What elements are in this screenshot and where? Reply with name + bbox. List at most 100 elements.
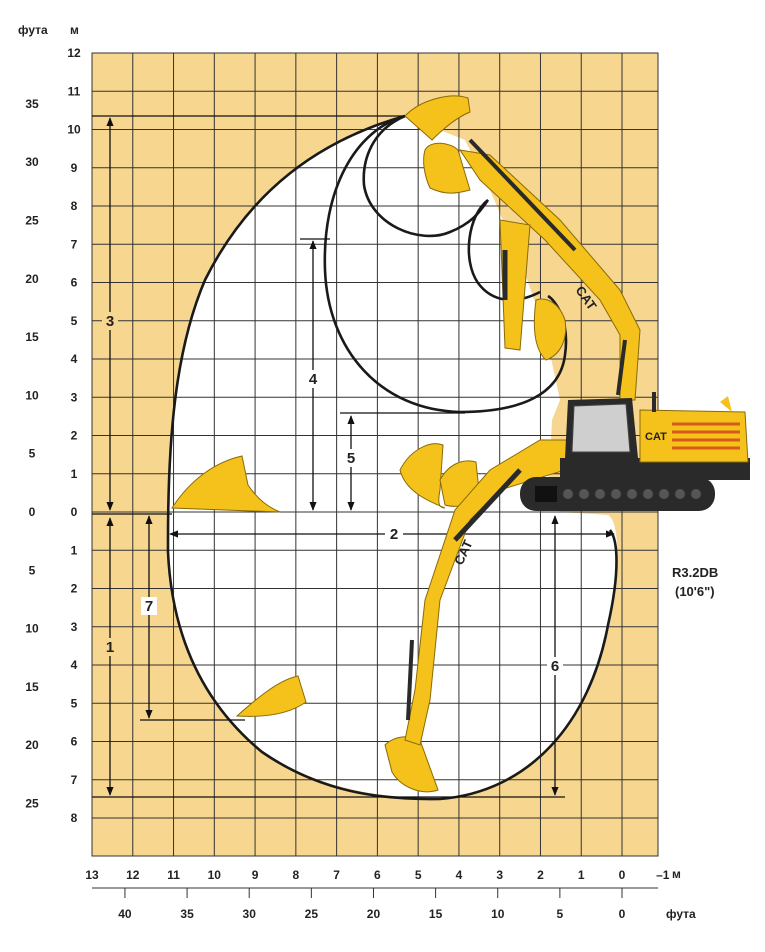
brand-logo-body: CAT — [645, 431, 667, 443]
dim-label-2: 2 — [390, 526, 398, 543]
left-meter-tick-label: 6 — [71, 276, 78, 290]
bottom-feet-tick-label: 0 — [619, 907, 626, 921]
track-roller — [643, 489, 653, 499]
left-feet-tick-label: 15 — [25, 680, 39, 694]
bucket-left-icon — [171, 455, 281, 513]
bottom-feet-unit: фута — [666, 907, 696, 921]
dim-label-7: 7 — [145, 598, 153, 615]
left-feet-tick-label: 15 — [25, 330, 39, 344]
left-feet-tick-label: 35 — [25, 97, 39, 111]
bucket-center-icon — [399, 443, 446, 509]
dim-label-4: 4 — [309, 371, 318, 388]
stick-label-line1: R3.2DB — [672, 565, 718, 580]
left-feet-tick-label: 5 — [29, 563, 36, 577]
bottom-feet-tick-label: 15 — [429, 907, 443, 921]
bottom-meter-tick-label: 11 — [167, 868, 180, 882]
bucket-upper-icon — [423, 142, 471, 194]
left-meter-tick-label: 8 — [71, 811, 78, 825]
left-feet-tick-label: 10 — [25, 388, 39, 402]
left-meter-tick-label: 4 — [71, 352, 78, 366]
left-meters-unit: м — [70, 23, 79, 37]
left-meter-tick-label: 0 — [71, 505, 78, 519]
bottom-meter-tick-label: 3 — [496, 868, 503, 882]
left-feet-unit: фута — [18, 23, 48, 37]
left-meter-tick-label: 7 — [71, 237, 78, 251]
bucket-low-icon — [235, 675, 307, 717]
track-roller — [595, 489, 605, 499]
bottom-feet-tick-label: 20 — [367, 907, 381, 921]
left-feet-tick-label: 20 — [25, 272, 39, 286]
left-meter-tick-label: 1 — [71, 543, 78, 557]
bucket-top-icon — [404, 95, 471, 141]
left-meter-tick-label: 7 — [71, 773, 78, 787]
bottom-meter-tick-label: 12 — [126, 868, 140, 882]
left-meter-tick-label: 12 — [67, 46, 81, 60]
left-meter-tick-label: 9 — [71, 161, 78, 175]
dim-label-1: 1 — [106, 639, 114, 656]
left-feet-tick-label: 0 — [29, 505, 36, 519]
track-roller — [579, 489, 589, 499]
bottom-meter-tick-label: 13 — [85, 868, 99, 882]
track-roller — [675, 489, 685, 499]
left-feet-tick-label: 25 — [25, 796, 39, 810]
bottom-feet-tick-label: 40 — [118, 907, 132, 921]
left-meter-tick-label: 8 — [71, 199, 78, 213]
left-feet-tick-label: 10 — [25, 622, 39, 636]
bottom-meter-tick-label: 6 — [374, 868, 381, 882]
loop-curve-b — [362, 114, 490, 238]
bottom-meter-tick-label: 2 — [537, 868, 544, 882]
left-meter-tick-label: 1 — [71, 467, 78, 481]
dim-label-5: 5 — [347, 450, 355, 467]
bottom-meter-tick-label: –1 — [656, 868, 670, 882]
bottom-meter-tick-label: 8 — [293, 868, 300, 882]
track-roller — [691, 489, 701, 499]
dim-label-3: 3 — [106, 313, 114, 330]
bucket-bottom-icon — [384, 736, 439, 793]
bottom-feet-ticks — [92, 887, 658, 898]
bottom-feet-axis: 40 35 30 25 20 15 10 5 0 — [118, 907, 625, 921]
bottom-meter-tick-label: 5 — [415, 868, 422, 882]
left-meter-tick-label: 3 — [71, 390, 78, 404]
bottom-meter-tick-label: 10 — [208, 868, 222, 882]
left-meter-tick-label: 3 — [71, 620, 78, 634]
bottom-meter-tick-label: 9 — [252, 868, 259, 882]
track-roller — [627, 489, 637, 499]
bottom-feet-tick-label: 25 — [305, 907, 319, 921]
left-feet-tick-label: 20 — [25, 738, 39, 752]
left-feet-axis: 35 30 25 20 15 10 5 0 5 10 15 20 25 — [25, 97, 39, 811]
left-feet-tick-label: 30 — [25, 155, 39, 169]
left-meter-tick-label: 6 — [71, 735, 78, 749]
left-meter-tick-label: 2 — [71, 582, 78, 596]
bottom-meters-axis: 13 12 11 10 9 8 7 6 5 4 3 2 1 0 –1 — [85, 868, 669, 882]
bucket-positions — [171, 95, 567, 793]
left-meter-tick-label: 5 — [71, 314, 78, 328]
track-roller — [611, 489, 621, 499]
excavator-body: CAT — [520, 392, 750, 511]
bottom-meter-tick-label: 7 — [333, 868, 340, 882]
bottom-meters-unit: м — [672, 867, 681, 881]
bottom-feet-tick-label: 10 — [491, 907, 505, 921]
track-roller — [659, 489, 669, 499]
bottom-feet-tick-label: 30 — [243, 907, 257, 921]
left-meter-tick-label: 10 — [67, 123, 81, 137]
boom-upper-pose: CAT — [458, 138, 641, 401]
left-meter-tick-label: 4 — [71, 658, 78, 672]
bottom-meter-tick-label: 1 — [578, 868, 585, 882]
dim-label-6: 6 — [551, 658, 559, 675]
stick-label-line2: (10'6") — [675, 584, 715, 599]
bucket-mid-icon — [533, 298, 567, 361]
bottom-meter-tick-label: 4 — [456, 868, 463, 882]
left-feet-tick-label: 25 — [25, 214, 39, 228]
bottom-feet-tick-label: 35 — [180, 907, 194, 921]
bottom-feet-tick-label: 5 — [557, 907, 564, 921]
left-meter-tick-label: 5 — [71, 696, 78, 710]
boom-lower-pose: CAT — [404, 439, 571, 746]
left-meter-tick-label: 2 — [71, 429, 78, 443]
left-meter-tick-label: 11 — [68, 84, 81, 98]
bottom-meter-tick-label: 0 — [619, 868, 626, 882]
left-feet-tick-label: 5 — [29, 447, 36, 461]
outer-envelope-curve — [166, 114, 618, 801]
track-roller — [563, 489, 573, 499]
